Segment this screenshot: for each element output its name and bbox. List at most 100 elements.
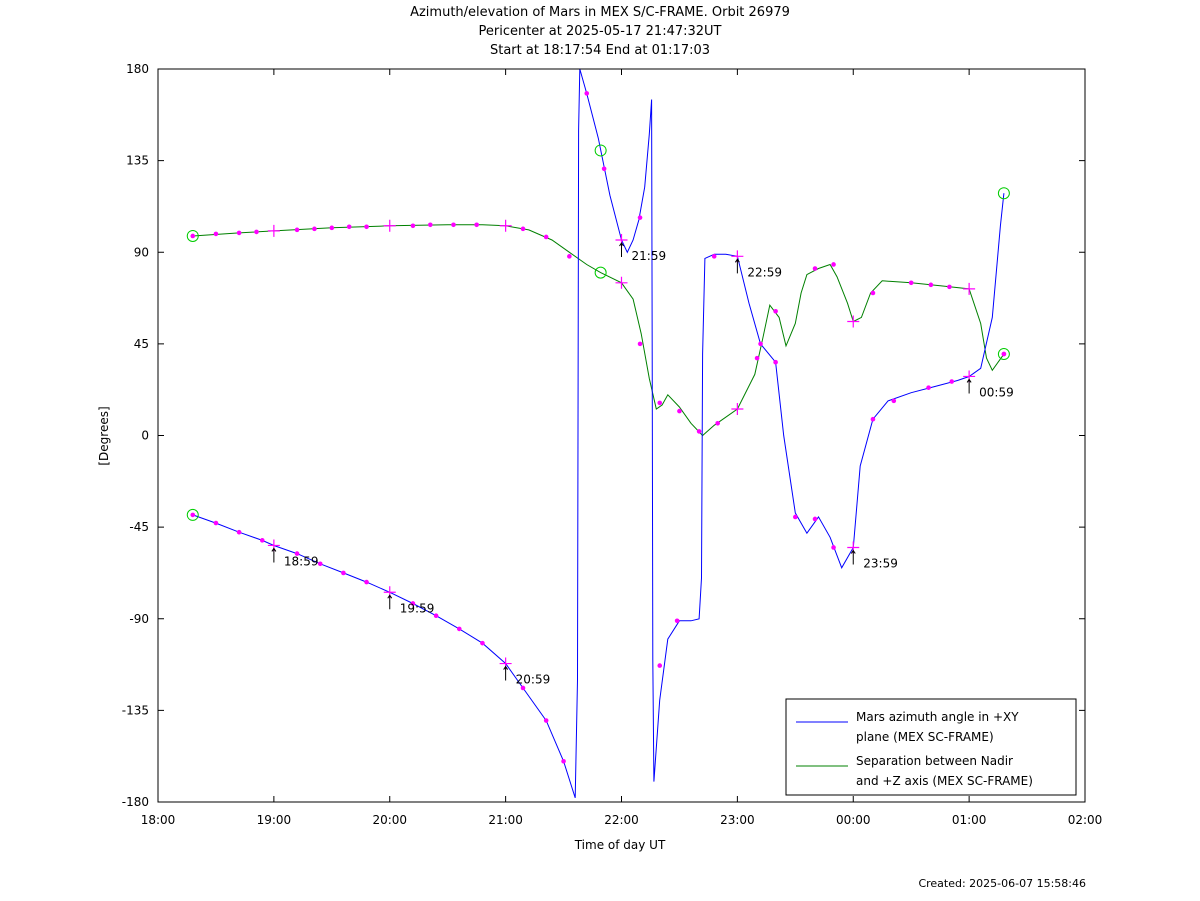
azimuth-point-marker [520, 685, 526, 691]
separation-point-marker [773, 308, 778, 314]
azimuth-endpoint-marker [186, 508, 199, 521]
azimuth-point-marker [213, 520, 219, 526]
chart-subtitle-pericenter: Pericenter at 2025-05-17 21:47:32UT [478, 24, 722, 39]
separation-point-marker [346, 224, 352, 230]
azimuth-point-marker [657, 663, 663, 668]
annotation-layer: 18:59 19:59 20:59 21:59 22:59 23:59 00:59 [271, 242, 1014, 687]
series-layer [186, 68, 1010, 799]
separation-point-marker [236, 230, 242, 236]
azimuth-point-marker [601, 166, 607, 172]
legend: Mars azimuth angle in +XY plane (MEX SC-… [785, 698, 1077, 796]
separation-point-marker [428, 222, 433, 228]
legend-label-azimuth-line2: plane (MEX SC-FRAME) [856, 730, 994, 744]
separation-point-marker [812, 266, 818, 271]
azimuth-point-marker [949, 379, 955, 384]
x-tick-label: 22:00 [604, 813, 639, 827]
hour-annotation-label: 21:59 [632, 249, 667, 263]
separation-point-marker [451, 222, 456, 228]
azimuth-point-marker [294, 551, 300, 556]
legend-label-separation-line2: and +Z axis (MEX SC-FRAME) [856, 774, 1033, 788]
plot-frame [157, 68, 1086, 803]
separation-hour-marker [963, 282, 976, 295]
azimuth-point-marker [674, 618, 680, 624]
azimuth-point-marker [341, 570, 346, 576]
azimuth-point-marker [543, 718, 549, 723]
separation-point-marker [567, 254, 572, 259]
separation-point-marker [870, 290, 876, 296]
hour-annotation-arrow [734, 258, 740, 274]
hour-annotation-arrow [271, 547, 277, 563]
separation-point-marker [657, 400, 663, 406]
x-tick-label: 19:00 [257, 813, 292, 827]
separation-point-marker [696, 429, 702, 434]
azimuth-endpoint-marker [997, 187, 1010, 200]
azimuth-point-marker [812, 516, 818, 522]
azimuth-point-marker [236, 529, 242, 535]
azimuth-point-marker [891, 398, 897, 404]
y-tick-label: -135 [122, 703, 149, 717]
x-tick-label: 01:00 [952, 813, 987, 827]
azimuth-point-marker [637, 215, 643, 220]
azimuth-point-marker [1001, 351, 1007, 357]
y-tick-label: -90 [129, 612, 149, 626]
azimuth-point-marker [190, 512, 196, 518]
separation-point-marker [520, 226, 526, 232]
separation-point-marker [294, 227, 300, 233]
y-tick-label: 0 [141, 429, 149, 443]
y-tick-label: -45 [129, 520, 149, 534]
y-tick-label: 135 [126, 154, 149, 168]
azimuth-point-marker [758, 341, 763, 347]
separation-point-marker [908, 280, 914, 286]
hour-annotation-label: 00:59 [979, 385, 1014, 399]
hour-annotation-arrow [850, 549, 856, 565]
separation-point-marker [312, 226, 317, 232]
separation-point-marker [213, 231, 219, 237]
y-tick-labels: 180 135 90 45 0 -45 -90 -135 -180 [122, 62, 149, 809]
azimuth-point-marker [259, 538, 265, 543]
legend-label-separation-line1: Separation between Nadir [856, 754, 1013, 768]
legend-label-azimuth-line1: Mars azimuth angle in +XY [856, 710, 1019, 724]
separation-point-marker [715, 420, 720, 426]
azimuth-point-marker [711, 254, 717, 259]
azimuth-point-marker [870, 416, 876, 422]
azimuth-point-marker [456, 626, 462, 632]
separation-endpoint-marker [997, 348, 1010, 361]
separation-hour-marker [499, 219, 512, 232]
series-separation [186, 219, 1010, 437]
azimuth-point-marker [584, 91, 590, 96]
azimuth-point-marker [433, 613, 439, 618]
hour-annotation-arrow [619, 242, 624, 258]
x-tick-label: 21:00 [488, 813, 523, 827]
separation-point-marker [254, 229, 259, 235]
azimuth-point-marker [831, 545, 836, 550]
separation-hour-marker [847, 315, 860, 328]
azimuth-point-marker [364, 579, 369, 585]
hour-annotation-label: 20:59 [516, 673, 551, 687]
azimuth-point-marker [410, 601, 416, 606]
azimuth-endpoint-marker [594, 144, 607, 157]
y-tick-label: 90 [134, 245, 149, 259]
separation-point-marker [637, 341, 643, 347]
y-tick-label: 45 [134, 337, 149, 351]
azimuth-point-marker [926, 385, 931, 390]
hour-annotation-arrow [387, 594, 393, 610]
x-tick-label: 00:00 [836, 813, 871, 827]
separation-hour-marker [731, 403, 744, 416]
y-tick-label: 180 [126, 62, 149, 76]
x-tick-label: 02:00 [1068, 813, 1103, 827]
axis-ticks [157, 68, 1086, 803]
separation-point-marker [543, 234, 549, 240]
separation-point-marker [410, 223, 416, 229]
separation-hour-marker [383, 219, 396, 232]
hour-annotation-label: 23:59 [863, 556, 898, 570]
x-tick-label: 23:00 [720, 813, 755, 827]
separation-hour-marker [615, 276, 628, 289]
separation-line [192, 224, 1005, 437]
azimuth-point-marker [773, 359, 778, 365]
hour-annotation-label: 19:59 [400, 601, 435, 615]
created-timestamp: Created: 2025-06-07 15:58:46 [918, 877, 1086, 890]
separation-point-marker [831, 262, 836, 267]
separation-point-marker [364, 224, 369, 230]
x-tick-label: 18:00 [141, 813, 176, 827]
x-tick-labels: 18:00 19:00 20:00 21:00 22:00 23:00 00:00 01:00… [141, 813, 1103, 827]
